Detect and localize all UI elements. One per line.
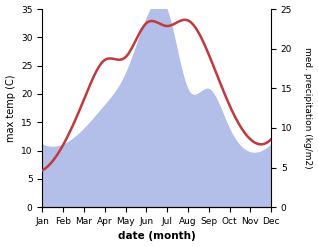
X-axis label: date (month): date (month)	[118, 231, 196, 242]
Y-axis label: med. precipitation (kg/m2): med. precipitation (kg/m2)	[303, 47, 313, 169]
Y-axis label: max temp (C): max temp (C)	[5, 74, 16, 142]
